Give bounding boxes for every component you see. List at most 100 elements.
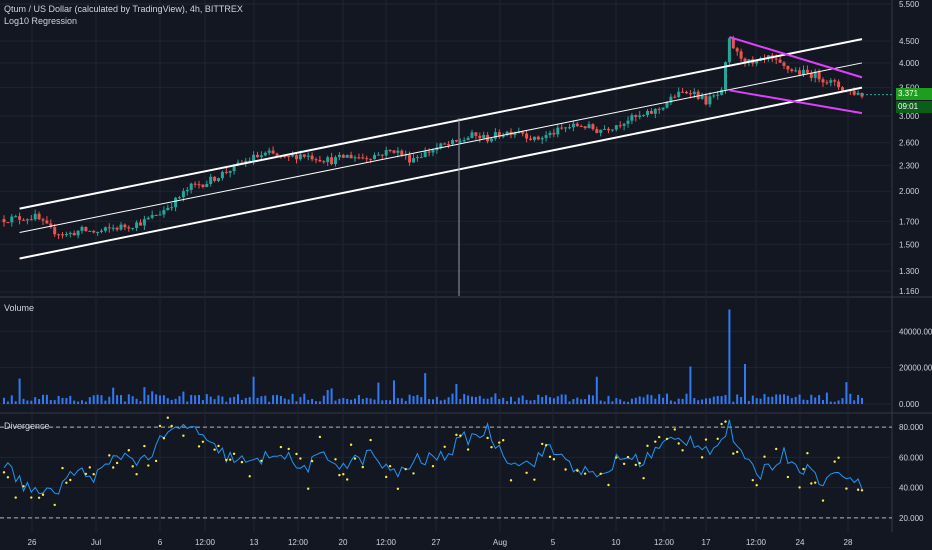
volume-bar (861, 397, 863, 404)
candle-body (704, 95, 708, 105)
volume-bar (237, 394, 239, 404)
candle-body (88, 230, 92, 232)
candle-body (213, 176, 217, 181)
volume-bar (697, 400, 700, 404)
candle-body (271, 150, 275, 154)
volume-bar (494, 393, 497, 404)
candle-body (665, 102, 669, 108)
divergence-dot (53, 503, 56, 507)
volume-bar (186, 401, 189, 404)
candle-body (536, 136, 540, 140)
candle-body (131, 227, 135, 229)
candle-body (248, 160, 252, 162)
candle-body (263, 152, 267, 156)
candle-body (380, 154, 384, 156)
candle-body (556, 127, 560, 135)
candle-body (330, 157, 334, 165)
volume-bar (49, 400, 52, 404)
divergence-dot (295, 452, 298, 456)
volume-bar (658, 394, 661, 404)
divergence-pane-label[interactable]: Divergence (4, 421, 50, 431)
divergence-dot (84, 472, 88, 476)
candle-body (681, 91, 685, 93)
x-tick-label: 27 (432, 538, 441, 547)
volume-bar (108, 396, 111, 404)
candle-body (501, 135, 505, 137)
volume-bar (201, 400, 204, 404)
volume-bar (556, 396, 559, 404)
volume-bar (798, 394, 801, 404)
candle-body (197, 184, 201, 186)
volume-bar (603, 401, 606, 404)
divergence-dot (412, 472, 415, 475)
volume-bar (217, 395, 220, 404)
candle-body (493, 132, 497, 139)
volume-pane-label[interactable]: Volume (4, 303, 35, 313)
candle-body (22, 219, 25, 221)
candle-body (419, 157, 423, 159)
volume-bar (365, 397, 368, 404)
divergence-dot (41, 493, 45, 496)
candle-body (357, 157, 361, 159)
volume-bar (806, 399, 809, 404)
indicator-label[interactable]: Log10 Regression (4, 16, 78, 26)
volume-bar (6, 401, 9, 404)
candle-body (856, 92, 860, 95)
divergence-dot (385, 475, 388, 479)
volume-bar (264, 395, 267, 404)
volume-bar (198, 395, 200, 404)
divergence-dot (860, 489, 864, 492)
candle-body (64, 234, 68, 236)
volume-bar (701, 399, 704, 404)
candle-body (727, 38, 731, 63)
volume-bar (377, 382, 380, 404)
candle-body (649, 110, 653, 114)
divergence-dot (856, 488, 860, 491)
volume-bar (490, 397, 493, 404)
x-tick-label: 6 (158, 538, 163, 547)
y-tick-label: 4.500 (899, 37, 920, 46)
candle-body (739, 51, 743, 59)
x-tick-label: 26 (28, 538, 37, 547)
divergence-dot (240, 460, 244, 464)
volume-bar (42, 394, 44, 404)
volume-bar (607, 395, 610, 404)
divergence-dot (61, 466, 64, 470)
volume-bar (326, 390, 329, 404)
candle-body (532, 136, 536, 140)
divergence-dot (112, 466, 115, 469)
volume-bar (708, 398, 711, 404)
divergence-dot (806, 451, 809, 455)
y-tick-label: 2.000 (899, 187, 920, 196)
candle-body (735, 48, 739, 52)
volume-bar (248, 397, 251, 404)
divergence-dots (2, 416, 864, 507)
candle-body (228, 171, 232, 173)
candle-body (298, 154, 302, 160)
volume-bar (147, 394, 150, 404)
candle-body (96, 231, 100, 233)
candle-body (45, 220, 49, 224)
candle-body (193, 183, 197, 185)
divergence-dot (576, 469, 579, 472)
volume-bar (92, 395, 95, 404)
candle-body (482, 134, 486, 139)
volume-bar (330, 388, 333, 404)
candle-body (466, 137, 470, 141)
candle-body (805, 69, 809, 73)
divergence-dot (837, 456, 840, 459)
divergence-dot (775, 447, 778, 451)
volume-bar (521, 395, 524, 404)
candle-body (700, 95, 704, 99)
volume-bar (357, 395, 360, 404)
candle-body (217, 178, 220, 181)
divergence-tick-label: 20.000 (899, 514, 924, 523)
divergence-dot (260, 459, 263, 463)
divergence-dot (525, 471, 528, 474)
divergence-dot (681, 449, 684, 452)
candle-body (80, 226, 84, 231)
candle-body (798, 70, 802, 75)
divergence-dot (369, 438, 372, 442)
divergence-dot (786, 475, 790, 479)
